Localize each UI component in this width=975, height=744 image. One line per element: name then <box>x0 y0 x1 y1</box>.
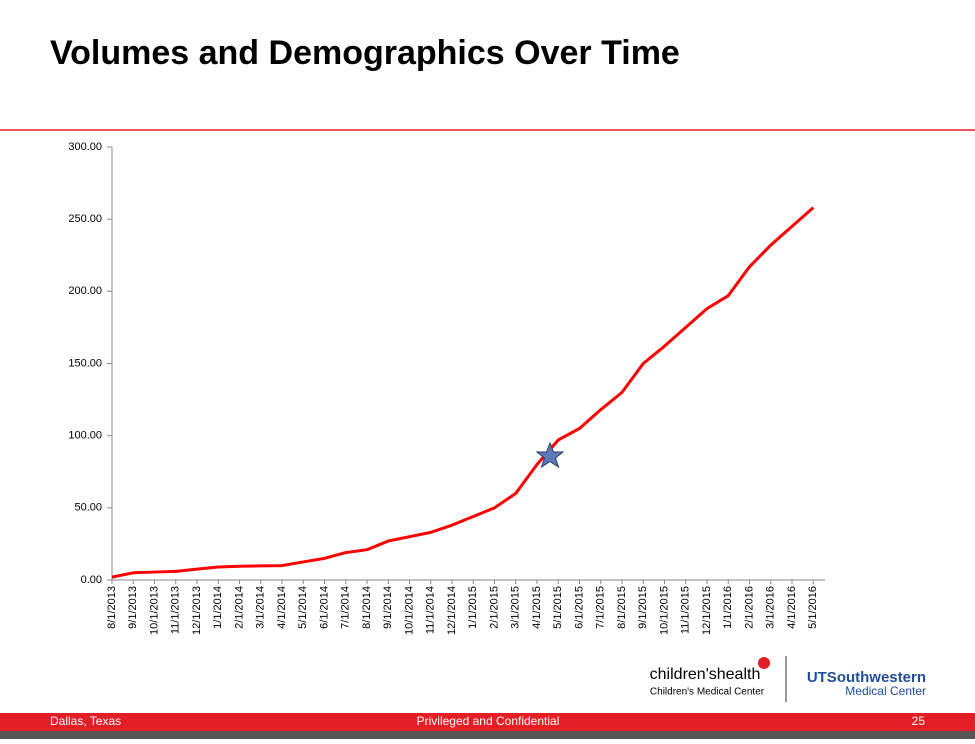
x-tick-label: 9/1/2014 <box>382 586 394 629</box>
x-tick-label: 3/1/2015 <box>510 586 522 629</box>
x-tick-label: 12/1/2013 <box>191 586 203 635</box>
star-marker <box>535 441 565 469</box>
x-tick-label: 12/1/2015 <box>701 586 713 635</box>
x-tick-label: 7/1/2015 <box>595 586 607 629</box>
footer-page: 25 <box>912 714 926 728</box>
x-tick-label: 5/1/2015 <box>552 586 564 629</box>
x-tick-label: 9/1/2015 <box>637 586 649 629</box>
y-tick-label: 100.00 <box>68 430 102 442</box>
y-tick-label: 50.00 <box>74 502 102 514</box>
y-tick-label: 300.00 <box>68 141 102 153</box>
footer-left: Dallas, Texas <box>50 714 121 728</box>
x-tick-label: 8/1/2015 <box>616 586 628 629</box>
x-tick-label: 10/1/2014 <box>403 586 415 635</box>
x-tick-label: 10/1/2013 <box>148 586 160 635</box>
x-tick-label: 6/1/2015 <box>573 586 585 629</box>
bottom-border <box>0 731 975 739</box>
data-line <box>111 206 815 579</box>
x-tick-label: 2/1/2014 <box>233 586 245 629</box>
x-tick-label: 11/1/2014 <box>425 586 437 634</box>
x-tick-label: 10/1/2015 <box>658 586 670 635</box>
x-tick-label: 3/1/2016 <box>765 586 777 629</box>
x-tick-label: 5/1/2014 <box>297 586 309 629</box>
x-tick-label: 2/1/2015 <box>488 586 500 629</box>
x-tick-label: 7/1/2014 <box>340 586 352 629</box>
x-tick-label: 1/1/2015 <box>467 586 479 629</box>
x-tick-label: 1/1/2014 <box>212 586 224 629</box>
x-tick-label: 6/1/2014 <box>318 586 330 629</box>
balloon-icon <box>758 657 770 669</box>
x-tick-label: 4/1/2016 <box>786 586 798 629</box>
logo-text: children'shealth <box>650 666 761 683</box>
logo-text: Medical Center <box>845 684 926 698</box>
x-tick-label: 12/1/2014 <box>446 586 458 635</box>
logo-text: UTSouthwestern <box>807 669 926 686</box>
footer-center: Privileged and Confidential <box>417 714 560 728</box>
logo-text: Children's Medical Center <box>650 687 765 698</box>
x-tick-label: 1/1/2016 <box>722 586 734 629</box>
x-tick-label: 4/1/2014 <box>276 586 288 629</box>
slide-title: Volumes and Demographics Over Time <box>50 34 680 72</box>
x-tick-label: 5/1/2016 <box>807 586 819 629</box>
x-tick-label: 11/1/2013 <box>170 586 182 634</box>
x-tick-label: 4/1/2015 <box>531 586 543 629</box>
x-tick-label: 11/1/2015 <box>680 586 692 634</box>
y-tick-label: 200.00 <box>68 285 102 297</box>
y-tick-label: 250.00 <box>68 213 102 225</box>
footer-bar <box>0 713 975 731</box>
y-tick-label: 150.00 <box>68 357 102 369</box>
x-tick-label: 8/1/2014 <box>361 586 373 629</box>
x-tick-label: 9/1/2013 <box>127 586 139 629</box>
x-tick-label: 3/1/2014 <box>255 586 267 629</box>
x-tick-label: 2/1/2016 <box>743 586 755 629</box>
x-tick-label: 8/1/2013 <box>106 586 118 629</box>
y-tick-label: 0.00 <box>81 574 102 586</box>
